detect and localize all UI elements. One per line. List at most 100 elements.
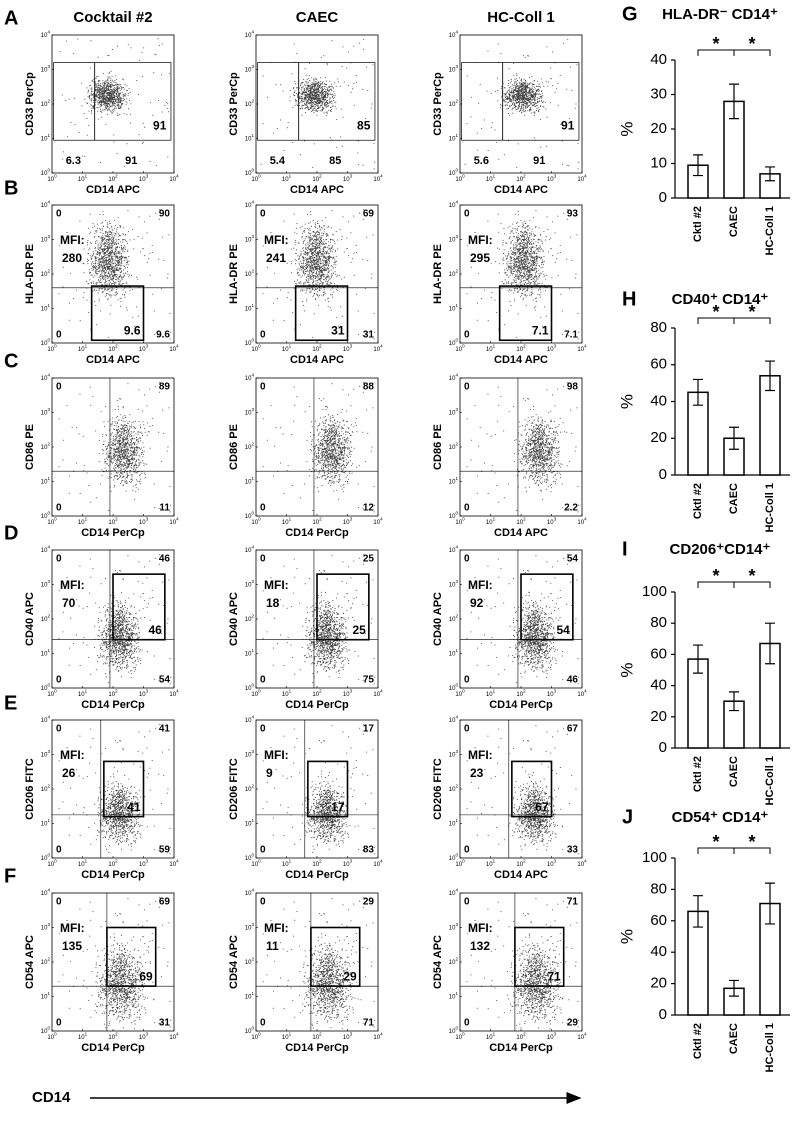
x-tick-label: Cktl #2: [692, 1023, 704, 1059]
y-tick-label: 101: [41, 991, 51, 1000]
y-tick-label: 101: [449, 991, 459, 1000]
mfi-label: MFI:: [264, 578, 289, 592]
tick-exponent: 0: [462, 859, 465, 864]
tick-exponent: 1: [455, 648, 458, 653]
tick-base: 10: [449, 341, 456, 347]
x-tick-label: 103: [547, 174, 557, 183]
tick-base: 10: [169, 177, 176, 183]
x-tick-label: 102: [516, 517, 526, 526]
tick-base: 10: [245, 272, 252, 278]
error-bar: [765, 882, 775, 925]
quadrant-value: 31: [363, 330, 375, 341]
y-axis-label: %: [617, 929, 636, 944]
y-tick-label: 100: [449, 338, 459, 347]
x-tick-label: 100: [455, 859, 465, 868]
tick-base: 10: [41, 171, 48, 177]
tick-exponent: 1: [47, 818, 50, 823]
event-dots: [260, 723, 376, 855]
tick-exponent: 1: [455, 303, 458, 308]
gate-value: 91: [125, 155, 137, 167]
tick-exponent: 4: [251, 30, 254, 35]
tick-base: 10: [449, 1029, 456, 1035]
significance-label: *: [748, 34, 755, 54]
quadrant-value: 29: [363, 897, 375, 908]
panel-letter: E: [4, 692, 17, 714]
y-tick-label: 100: [41, 853, 51, 862]
tick-base: 10: [169, 347, 176, 353]
error-bar: [729, 83, 739, 120]
tick-exponent: 3: [251, 234, 254, 239]
tick-exponent: 1: [455, 476, 458, 481]
mfi-value: 11: [266, 939, 279, 953]
x-tick-label: HC-Coll 1: [764, 483, 776, 533]
x-tick-label: 103: [343, 859, 353, 868]
gate-box: [103, 760, 145, 818]
y-tick-label: 104: [245, 30, 255, 39]
x-axis-label: CD14 PerCp: [81, 699, 145, 711]
tick-base: 10: [449, 237, 456, 243]
tick-base: 10: [449, 203, 456, 209]
y-tick-label: 103: [245, 234, 255, 243]
tick-exponent: 0: [251, 511, 254, 516]
tick-base: 10: [449, 376, 456, 382]
tick-base: 10: [41, 514, 48, 520]
tick-base: 10: [245, 856, 252, 862]
box-value: 7.1: [532, 323, 549, 337]
tick-base: 10: [108, 1035, 115, 1041]
tick-base: 10: [78, 177, 85, 183]
tick-base: 10: [577, 520, 584, 526]
x-tick-label: 103: [139, 517, 149, 526]
tick-base: 10: [343, 177, 350, 183]
tick-exponent: 0: [54, 1032, 57, 1037]
quadrant-value: 0: [260, 554, 266, 565]
tick-base: 10: [78, 347, 85, 353]
tick-exponent: 2: [319, 344, 322, 349]
tick-base: 10: [449, 479, 456, 485]
tick-exponent: 3: [350, 517, 353, 522]
event-dots: [56, 896, 172, 1030]
tick-base: 10: [251, 862, 258, 868]
x-tick-label: HC-Coll 1: [764, 1023, 776, 1073]
quadrant-value: 11: [159, 503, 170, 514]
tick-exponent: 1: [289, 517, 292, 522]
mfi-label: MFI:: [468, 578, 493, 592]
error-bar: [729, 979, 739, 997]
tick-exponent: 3: [554, 1032, 557, 1037]
x-tick-label: 102: [312, 859, 322, 868]
quadrant-value: 75: [363, 675, 375, 686]
tick-base: 10: [516, 862, 523, 868]
error-bar: [765, 622, 775, 665]
tick-exponent: 3: [47, 579, 50, 584]
tick-exponent: 4: [176, 517, 179, 522]
tick-exponent: 1: [85, 859, 88, 864]
tick-base: 10: [516, 347, 523, 353]
x-tick-label: 100: [251, 174, 261, 183]
tick-base: 10: [282, 177, 289, 183]
tick-base: 10: [47, 520, 54, 526]
quadrant-value: 0: [260, 897, 266, 908]
y-tick-label: 101: [449, 476, 459, 485]
quadrant-value: 46: [567, 675, 579, 686]
quadrant-value: 0: [56, 503, 62, 514]
y-tick-label: 102: [449, 957, 459, 966]
tick-exponent: 1: [289, 174, 292, 179]
tick-exponent: 0: [258, 859, 261, 864]
mfi-label: MFI:: [60, 921, 85, 935]
y-tick-label: 10: [650, 154, 667, 171]
quadrant-value: 0: [56, 1018, 62, 1029]
tick-base: 10: [547, 692, 554, 698]
tick-exponent: 2: [319, 174, 322, 179]
x-tick-label: 104: [169, 517, 179, 526]
quadrant-value: 98: [567, 382, 579, 393]
tick-exponent: 1: [289, 859, 292, 864]
tick-exponent: 4: [380, 1032, 383, 1037]
y-tick-label: 101: [41, 476, 51, 485]
tick-exponent: 3: [554, 689, 557, 694]
tick-exponent: 4: [251, 373, 254, 378]
tick-base: 10: [547, 347, 554, 353]
tick-base: 10: [455, 347, 462, 353]
x-axis-label: CD14 PerCp: [489, 699, 553, 711]
tick-base: 10: [486, 692, 493, 698]
tick-base: 10: [108, 177, 115, 183]
tick-base: 10: [577, 347, 584, 353]
